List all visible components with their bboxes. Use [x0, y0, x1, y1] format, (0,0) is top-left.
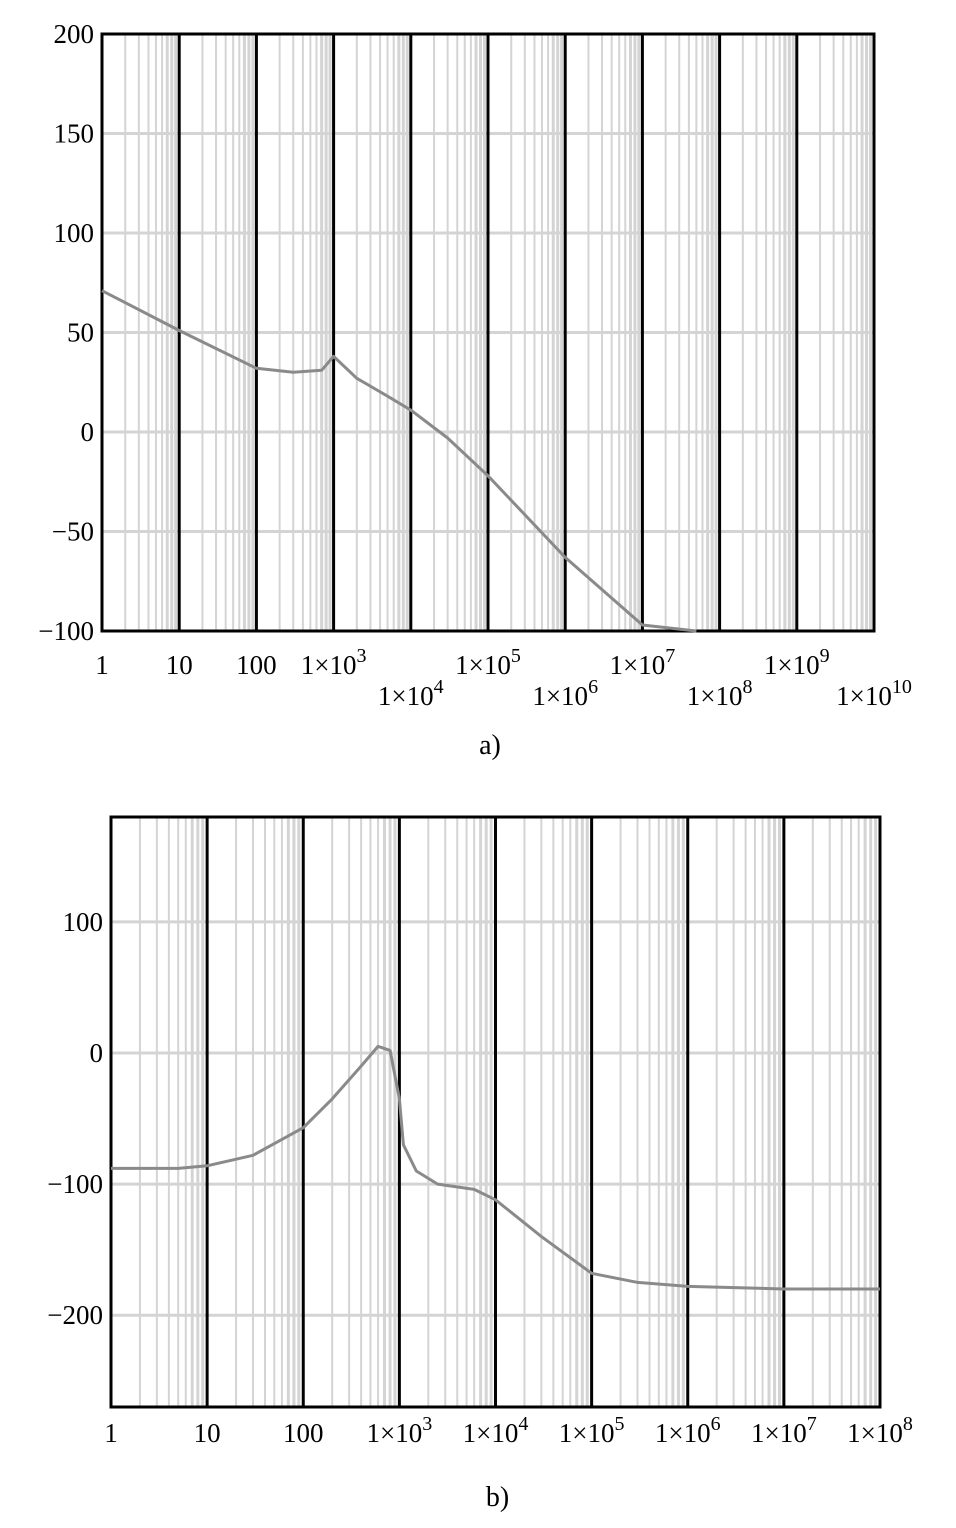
x-tick-label: 1×104 — [378, 676, 444, 711]
y-tick-label: 50 — [67, 318, 94, 348]
x-tick-label: 1 — [95, 650, 109, 680]
chart-caption: b) — [486, 1482, 509, 1513]
x-tick-label: 1 — [104, 1418, 118, 1448]
x-tick-label: 100 — [283, 1418, 324, 1448]
series-line — [111, 1044, 880, 1291]
x-tick-label: 1×107 — [751, 1413, 817, 1448]
minor-gridlines — [138, 817, 878, 1407]
x-tick-label: 10 — [166, 650, 193, 680]
x-tick-label: 1×109 — [764, 645, 830, 680]
x-tick-label: 1×103 — [367, 1413, 433, 1448]
y-tick-label: −200 — [47, 1300, 103, 1330]
x-tick-label: 1×107 — [610, 645, 676, 680]
plot-frame — [109, 815, 882, 1409]
x-tick-label: 1×104 — [463, 1413, 529, 1448]
x-tick-label: 1×106 — [655, 1413, 721, 1448]
chart-caption: a) — [479, 730, 501, 761]
x-tick-label: 1×108 — [847, 1413, 913, 1448]
y-tick-label: −50 — [52, 517, 94, 547]
series-line — [101, 289, 697, 633]
x-tick-label: 1×103 — [301, 645, 367, 680]
x-tick-label: 10 — [194, 1418, 221, 1448]
y-tick-label: 0 — [90, 1038, 104, 1068]
y-tick-label: 100 — [63, 907, 104, 937]
plot-frame — [100, 32, 876, 633]
y-tick-label: 150 — [54, 119, 95, 149]
y-tick-label: −100 — [38, 616, 94, 646]
y-tick-label: 0 — [81, 417, 95, 447]
y-tick-label: −100 — [47, 1169, 103, 1199]
x-tick-label: 1×106 — [532, 676, 598, 711]
x-tick-label: 100 — [236, 650, 277, 680]
y-tick-label: 200 — [54, 19, 95, 49]
x-tick-label: 1×108 — [687, 676, 753, 711]
x-tick-label: 1×105 — [455, 645, 521, 680]
x-tick-label: 1×1010 — [836, 676, 912, 711]
x-tick-label: 1×105 — [559, 1413, 625, 1448]
y-tick-label: 100 — [54, 218, 95, 248]
chart-b: 100 0 −100 −200 1 10 100 1×103 1×104 1×105 1×106 1×… — [47, 815, 913, 1513]
